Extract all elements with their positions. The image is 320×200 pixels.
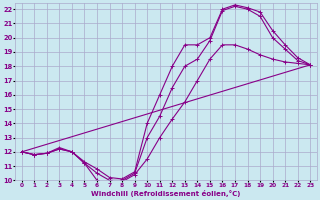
X-axis label: Windchill (Refroidissement éolien,°C): Windchill (Refroidissement éolien,°C): [91, 190, 241, 197]
